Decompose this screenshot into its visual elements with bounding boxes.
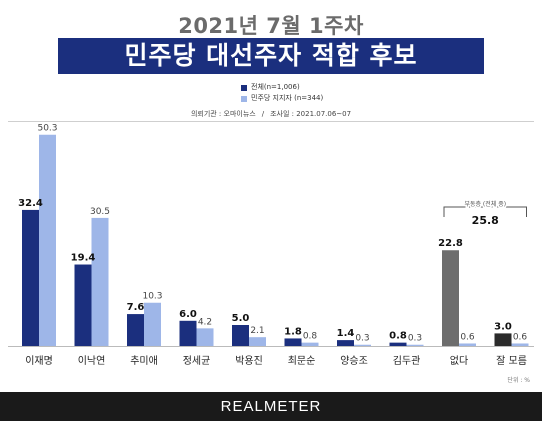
legend-label-supporters: 민주당 지지자 (n=344): [251, 94, 324, 102]
data-label-all-5: 1.8: [284, 326, 302, 337]
data-label-supporters-1: 30.5: [90, 207, 110, 217]
data-label-supporters-5: 0.8: [303, 332, 318, 342]
bar-supporters-2: [144, 302, 161, 346]
annotation-bracket: [443, 206, 527, 217]
source-separator: /: [261, 110, 265, 118]
bar-supporters-7: [406, 344, 424, 346]
bar-supporters-5: [301, 342, 319, 346]
chart-subtitle: 2021년 7월 1주차: [178, 14, 364, 38]
bar-all-0: [22, 209, 39, 346]
legend-swatch-all: [241, 84, 247, 91]
data-label-all-9: 3.0: [494, 321, 512, 332]
annotation-label: 부동층 (전체 중): [464, 200, 506, 208]
data-label-supporters-7: 0.3: [408, 334, 422, 344]
legend-swatch-supporters: [241, 95, 247, 102]
source-period: 조사일 : 2021.07.06~07: [270, 110, 352, 118]
bar-all-2: [127, 314, 144, 346]
brand-footer: REALMETER: [0, 392, 542, 421]
bar-all-1: [74, 264, 92, 346]
bar-all-9: [494, 333, 512, 346]
bar-all-8: [442, 250, 459, 346]
data-label-all-4: 5.0: [232, 313, 250, 324]
data-label-supporters-4: 2.1: [250, 326, 264, 336]
bar-all-4: [232, 325, 249, 346]
bar-supporters-8: [459, 343, 476, 346]
source-line: 의뢰기관 : 오마이뉴스 / 조사일 : 2021.07.06~07: [0, 109, 542, 119]
data-label-supporters-3: 4.2: [198, 317, 212, 327]
category-label-1: 이낙연: [78, 355, 106, 367]
annotation-value: 25.8: [472, 214, 499, 227]
category-label-4: 박용진: [235, 355, 263, 367]
chart-title: 민주당 대선주자 적합 후보: [58, 38, 484, 74]
category-label-5: 최문순: [288, 355, 316, 367]
data-label-supporters-0: 50.3: [37, 124, 57, 134]
category-label-3: 정세균: [183, 355, 211, 367]
legend-item-all: 전체(n=1,006): [241, 82, 323, 93]
data-label-all-0: 32.4: [18, 198, 43, 209]
data-label-all-3: 6.0: [179, 309, 197, 320]
bar-supporters-0: [39, 134, 56, 346]
legend-label-all: 전체(n=1,006): [251, 83, 300, 91]
category-label-2: 추미애: [130, 355, 158, 367]
legend: 전체(n=1,006) 민주당 지지자 (n=344): [241, 82, 323, 104]
data-label-supporters-8: 0.6: [460, 332, 475, 342]
header-divider: [8, 121, 534, 122]
source-agency: 의뢰기관 : 오마이뉴스: [190, 110, 256, 118]
bar-all-6: [337, 340, 354, 346]
bar-supporters-1: [91, 217, 109, 346]
category-label-8: 없다: [450, 354, 468, 367]
bar-supporters-6: [354, 344, 371, 346]
bar-supporters-4: [249, 337, 266, 346]
unit-label: 단위 : %: [507, 377, 530, 384]
data-label-all-2: 7.6: [127, 302, 145, 313]
category-label-9: 잘 모름: [496, 355, 527, 367]
bar-all-3: [179, 320, 197, 346]
data-label-supporters-2: 10.3: [142, 292, 162, 302]
legend-item-supporters: 민주당 지지자 (n=344): [241, 93, 323, 104]
category-label-7: 김두관: [393, 355, 421, 367]
category-label-6: 양승조: [340, 355, 368, 367]
bar-all-5: [284, 338, 302, 346]
data-label-all-6: 1.4: [337, 328, 355, 339]
data-label-all-7: 0.8: [389, 331, 407, 342]
data-label-supporters-6: 0.3: [355, 334, 369, 344]
data-label-supporters-9: 0.6: [513, 332, 528, 342]
data-label-all-8: 22.8: [438, 238, 463, 249]
bar-supporters-9: [511, 343, 529, 346]
data-label-all-1: 19.4: [71, 253, 96, 264]
bar-all-7: [389, 342, 407, 346]
category-label-0: 이재명: [25, 355, 53, 367]
bar-supporters-3: [196, 328, 214, 346]
